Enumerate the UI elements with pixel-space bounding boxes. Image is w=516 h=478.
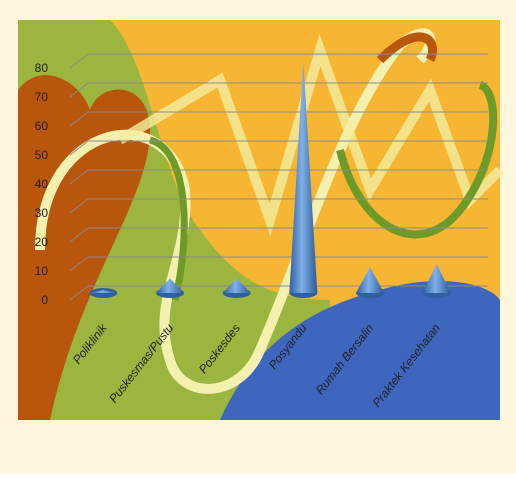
y-tick-label: 0: [41, 293, 48, 307]
grid-line-side: [69, 82, 89, 98]
cone: [89, 290, 118, 293]
grid-line-side: [69, 140, 89, 156]
cone: [156, 278, 184, 293]
y-tick-label: 10: [35, 264, 49, 278]
y-tick-label: 30: [35, 206, 49, 220]
grid-line-side: [69, 285, 89, 301]
cream-zigzag: [117, 33, 504, 237]
grid-line-side: [69, 227, 89, 243]
y-tick-label: 60: [35, 119, 49, 133]
cone: [222, 278, 251, 293]
y-tick-label: 50: [35, 148, 49, 162]
grid-line-side: [69, 256, 89, 272]
grid-line-side: [69, 169, 89, 185]
cone: [422, 264, 451, 293]
cream-curve: [35, 28, 436, 394]
y-tick-label: 80: [35, 61, 49, 75]
blue-shape: [220, 280, 500, 420]
y-tick-label: 40: [35, 177, 49, 191]
y-tick-label: 70: [35, 90, 49, 104]
cone: [289, 61, 318, 293]
grid-line-side: [69, 198, 89, 214]
brown-shape: [18, 75, 150, 420]
grid-line-side: [69, 111, 89, 127]
grid-line-side: [69, 53, 89, 69]
cone: [356, 266, 384, 293]
green-curve: [336, 81, 498, 239]
y-tick-label: 20: [35, 235, 49, 249]
green-curve-2: [148, 136, 188, 301]
